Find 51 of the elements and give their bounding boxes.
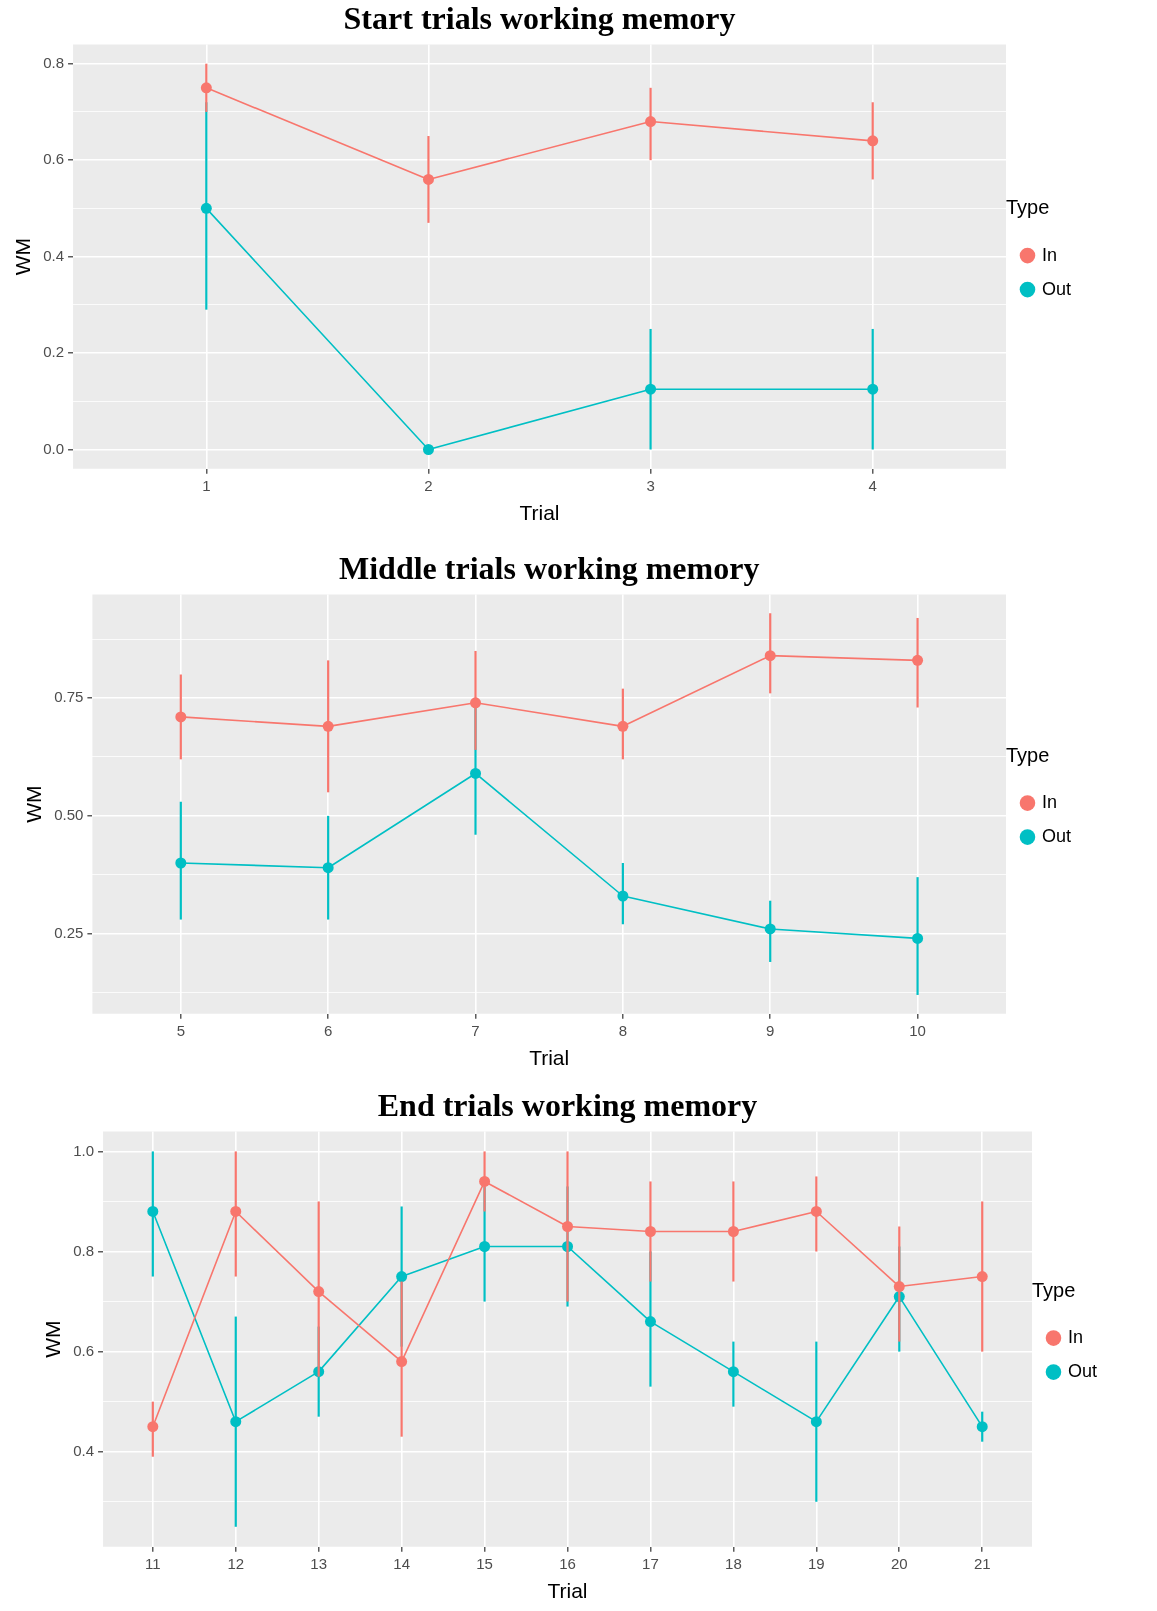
y-axis-title: WM [22,785,46,823]
y-axis-title: WM [11,237,35,276]
x-tick-label: 1 [202,476,211,494]
y-tick-label: 0.8 [73,1241,95,1259]
x-tick-label: 17 [642,1554,659,1572]
legend-title: Type [1005,743,1050,766]
x-tick-label: 19 [808,1554,825,1572]
legend-label: Out [1041,278,1071,299]
x-tick-label: 4 [868,476,877,494]
x-tick-label: 14 [393,1554,410,1572]
x-tick-label: 3 [646,476,655,494]
y-tick-label: 0.4 [43,246,65,264]
y-tick-label: 0.25 [54,923,84,941]
x-tick-label: 9 [766,1021,775,1039]
x-tick-label: 11 [145,1554,161,1572]
x-tick-label: 15 [476,1554,493,1572]
legend-label: In [1041,244,1057,265]
legend-label: Out [1041,826,1071,847]
legend-label: In [1041,792,1057,813]
y-tick-label: 0.8 [43,53,65,71]
y-tick-label: 0.2 [43,343,65,361]
x-tick-label: 5 [176,1021,185,1039]
x-tick-label: 20 [890,1554,908,1572]
y-tick-label: 0.4 [73,1441,95,1459]
y-tick-label: 0.0 [43,439,65,457]
x-tick-label: 10 [909,1021,926,1039]
x-tick-label: 2 [424,476,433,494]
chart-title: End trials working memory [377,1087,758,1124]
chart-title: Middle trials working memory [339,550,760,587]
legend-label: In [1067,1327,1083,1348]
y-tick-label: 0.6 [43,150,65,168]
x-tick-label: 12 [227,1554,245,1572]
y-tick-label: 0.50 [54,806,84,824]
legend-label: Out [1067,1361,1097,1382]
y-axis-title: WM [41,1320,65,1358]
x-axis-title: Trial [519,501,560,525]
legend-title: Type [1005,196,1050,219]
x-tick-label: 18 [725,1554,742,1572]
x-tick-label: 21 [973,1554,991,1572]
x-tick-label: 7 [471,1021,480,1039]
y-tick-label: 0.6 [73,1341,95,1359]
x-tick-label: 6 [323,1021,333,1039]
x-tick-label: 8 [618,1021,628,1039]
x-axis-title: Trial [547,1579,588,1603]
y-tick-label: 1.0 [73,1141,95,1159]
x-tick-label: 16 [559,1554,576,1572]
x-tick-label: 13 [310,1554,328,1572]
chart-title: Start trials working memory [343,0,736,37]
legend-title: Type [1031,1278,1076,1301]
y-tick-label: 0.75 [54,688,84,706]
x-axis-title: Trial [529,1046,570,1070]
